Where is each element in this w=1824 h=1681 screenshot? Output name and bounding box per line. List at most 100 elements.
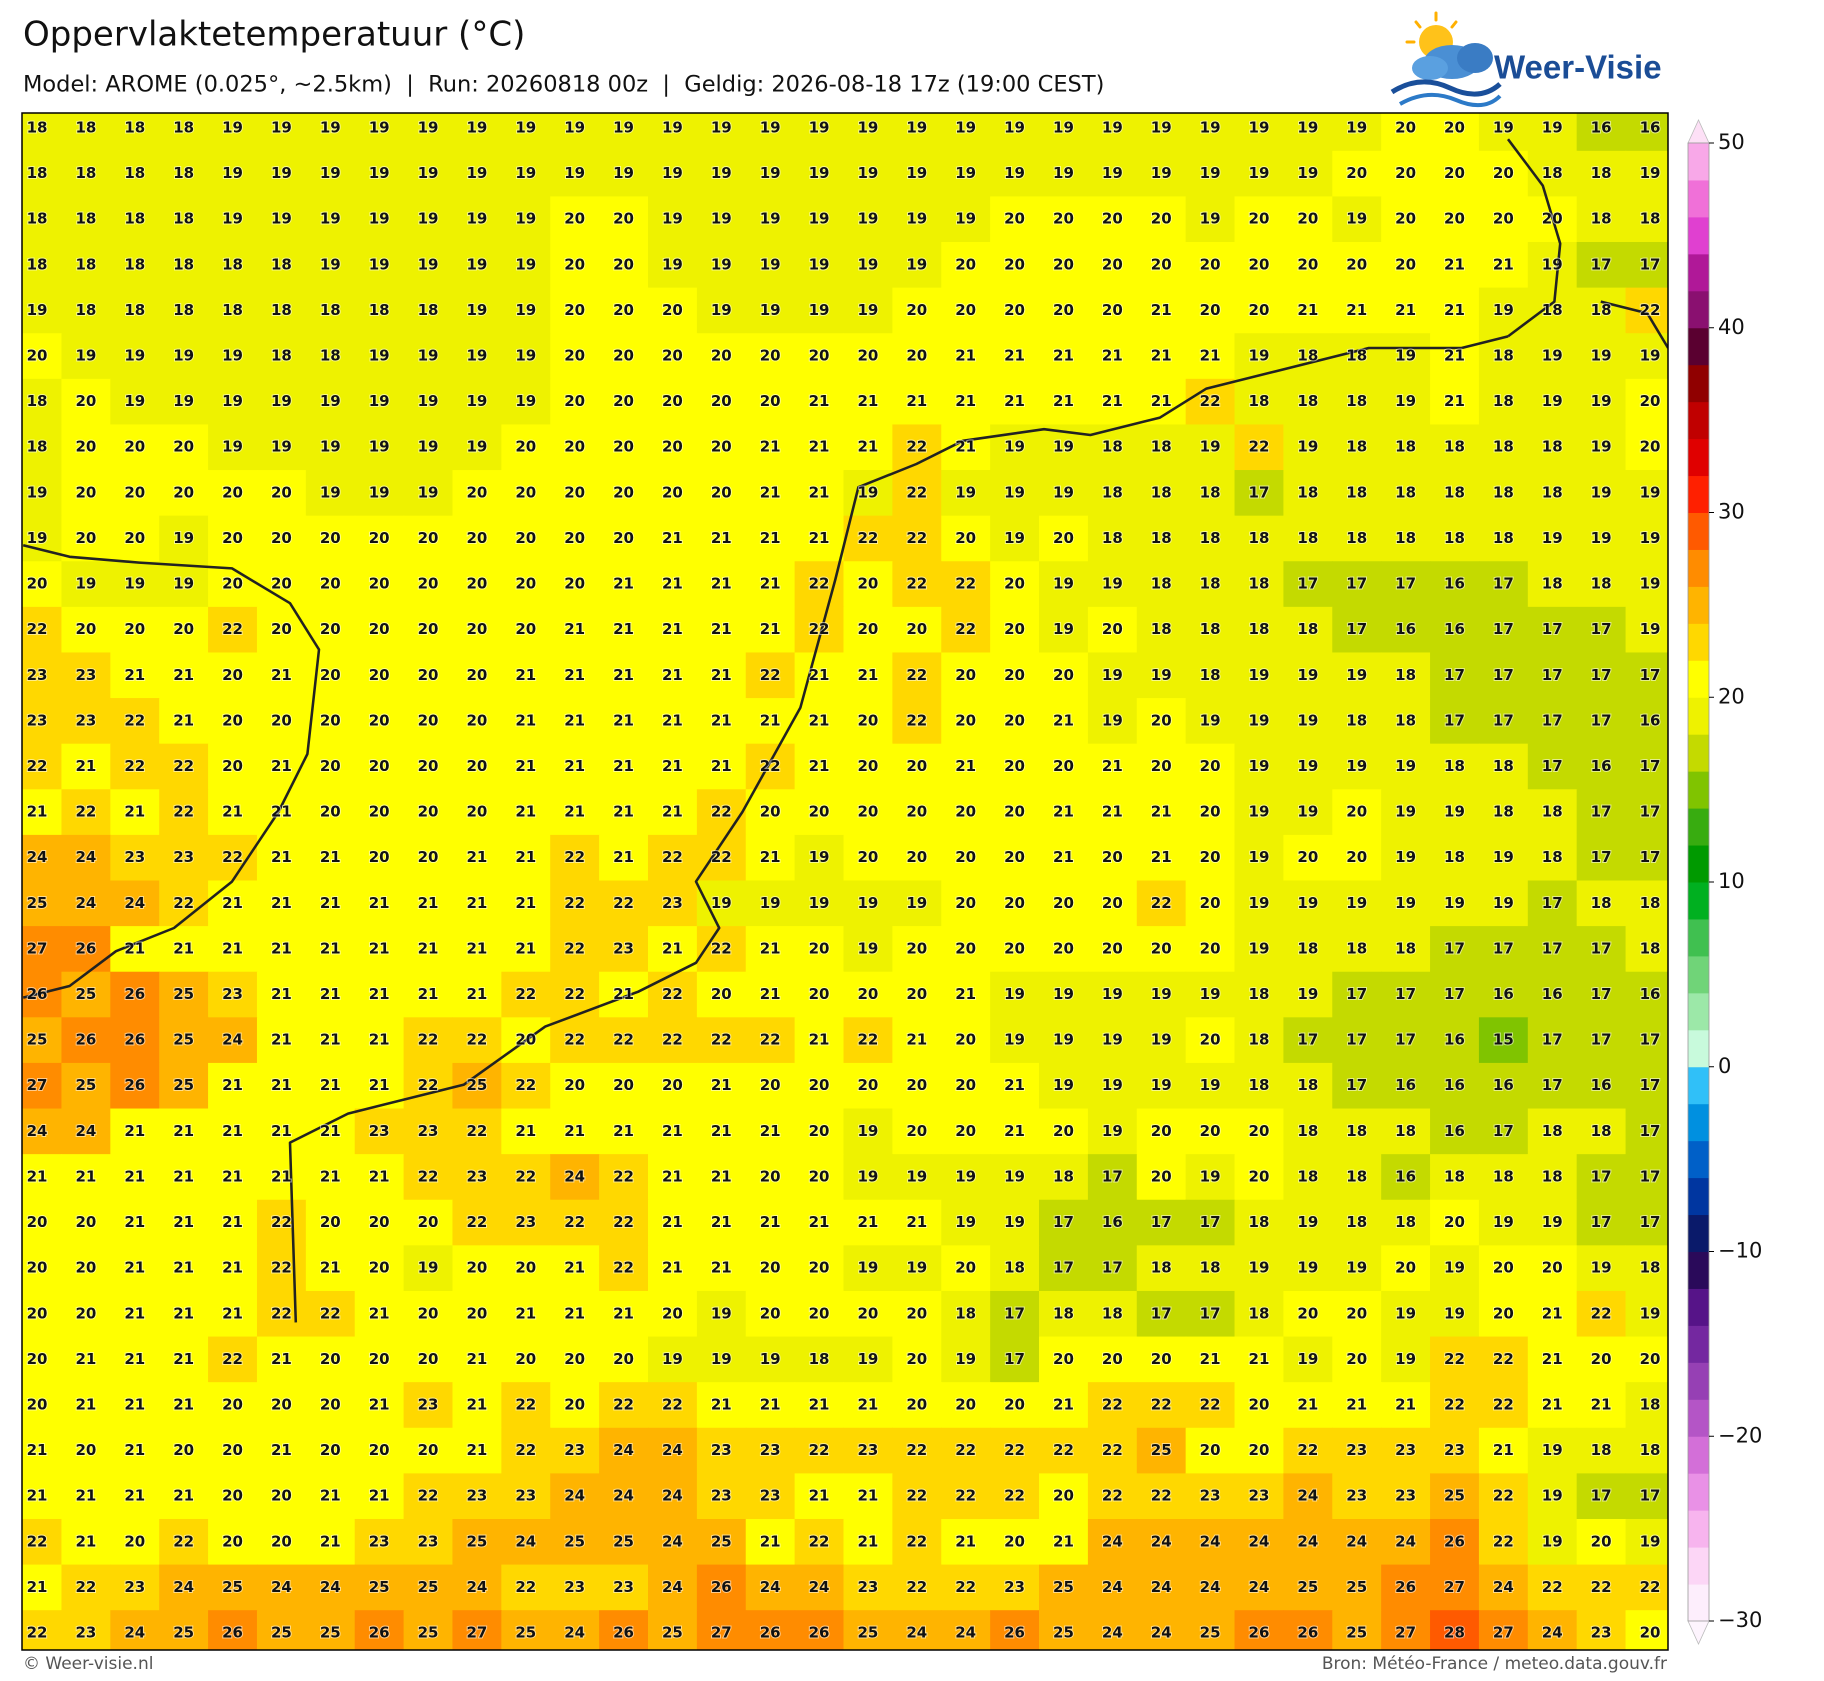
temperature-cell <box>843 1199 893 1246</box>
temperature-label: 20 <box>1102 210 1123 228</box>
temperature-label: 21 <box>75 1395 96 1413</box>
temperature-cell <box>354 1382 405 1429</box>
temperature-label: 20 <box>222 1441 243 1459</box>
temperature-cell <box>403 1518 454 1566</box>
temperature-cell <box>159 789 209 836</box>
temperature-label: 20 <box>1004 1532 1025 1550</box>
temperature-cell <box>403 1154 454 1201</box>
temperature-label: 20 <box>515 575 536 593</box>
temperature-cell <box>1136 470 1187 517</box>
temperature-cell <box>1527 470 1578 517</box>
temperature-cell <box>1381 242 1431 289</box>
temperature-cell <box>550 926 600 973</box>
colorbar-band <box>1688 918 1709 957</box>
temperature-label: 24 <box>320 1578 341 1596</box>
temperature-cell <box>208 698 258 745</box>
temperature-label: 19 <box>858 210 879 228</box>
temperature-label: 19 <box>1200 1076 1221 1094</box>
temperature-label: 24 <box>222 1031 243 1049</box>
temperature-label: 20 <box>515 1350 536 1368</box>
temperature-label: 21 <box>613 757 634 775</box>
temperature-label: 19 <box>466 392 487 410</box>
temperature-label: 16 <box>1591 1076 1612 1094</box>
temperature-cell <box>110 1473 160 1520</box>
temperature-label: 18 <box>1249 1076 1270 1094</box>
temperature-label: 20 <box>320 1395 341 1413</box>
temperature-cell <box>403 196 454 243</box>
temperature-label: 21 <box>369 1167 390 1185</box>
temperature-cell <box>550 1473 600 1520</box>
temperature-cell <box>22 1017 63 1064</box>
temperature-cell <box>1527 378 1578 426</box>
temperature-label: 19 <box>711 1350 732 1368</box>
temperature-label: 19 <box>760 119 781 137</box>
temperature-label: 21 <box>1053 392 1074 410</box>
temperature-label: 22 <box>858 529 879 547</box>
temperature-cell <box>159 113 209 152</box>
temperature-label: 21 <box>466 985 487 1003</box>
temperature-cell <box>1136 1017 1187 1064</box>
temperature-label: 19 <box>1493 1213 1514 1231</box>
temperature-label: 17 <box>1346 1076 1367 1094</box>
temperature-label: 17 <box>1640 1031 1661 1049</box>
temperature-label: 20 <box>1297 210 1318 228</box>
temperature-label: 18 <box>1249 392 1270 410</box>
temperature-cell <box>305 1336 356 1383</box>
temperature-cell <box>110 150 160 198</box>
colorbar-band <box>1688 1251 1709 1289</box>
temperature-cell <box>1234 834 1285 882</box>
temperature-cell <box>794 743 845 790</box>
temperature-cell <box>1185 1518 1236 1566</box>
temperature-label: 21 <box>466 848 487 866</box>
temperature-cell <box>1576 287 1627 334</box>
temperature-cell <box>647 743 698 790</box>
temperature-label: 24 <box>613 1441 634 1459</box>
temperature-cell <box>1283 1199 1333 1246</box>
temperature-label: 24 <box>75 1122 96 1140</box>
temperature-cell <box>1234 926 1285 973</box>
temperature-cell <box>354 971 405 1018</box>
temperature-label: 19 <box>955 210 976 228</box>
temperature-cell <box>305 606 356 654</box>
temperature-cell <box>892 470 942 517</box>
temperature-label: 18 <box>27 164 48 182</box>
temperature-cell <box>647 1290 698 1338</box>
temperature-cell <box>941 470 991 517</box>
temperature-label: 20 <box>1200 1441 1221 1459</box>
temperature-label: 23 <box>858 1441 879 1459</box>
temperature-label: 21 <box>271 939 292 957</box>
temperature-cell <box>1039 789 1089 836</box>
temperature-label: 20 <box>1346 803 1367 821</box>
temperature-label: 21 <box>613 575 634 593</box>
temperature-cell <box>1576 150 1627 198</box>
temperature-cell <box>159 1473 209 1520</box>
colorbar-band <box>1688 290 1709 329</box>
temperature-label: 21 <box>906 1213 927 1231</box>
temperature-label: 23 <box>760 1487 781 1505</box>
temperature-label: 18 <box>222 255 243 273</box>
temperature-label: 18 <box>75 164 96 182</box>
temperature-cell <box>794 1382 845 1429</box>
temperature-label: 20 <box>1249 1167 1270 1185</box>
temperature-label: 20 <box>760 347 781 365</box>
temperature-cell <box>1136 333 1187 380</box>
temperature-cell <box>892 1154 942 1201</box>
temperature-cell <box>1625 880 1668 927</box>
temperature-cell <box>305 1382 356 1429</box>
temperature-label: 25 <box>173 985 194 1003</box>
temperature-label: 21 <box>809 757 830 775</box>
temperature-cell <box>1283 652 1333 699</box>
temperature-cell <box>794 1473 845 1520</box>
temperature-cell <box>1136 1382 1187 1429</box>
temperature-cell <box>1625 1108 1668 1155</box>
temperature-label: 20 <box>369 529 390 547</box>
temperature-cell <box>1527 1610 1578 1650</box>
temperature-label: 20 <box>1395 1259 1416 1277</box>
temperature-cell <box>647 652 698 699</box>
footer-left: © Weer-visie.nl <box>23 1654 153 1674</box>
map-frame <box>21 112 1669 1651</box>
temperature-cell <box>843 1017 893 1064</box>
temperature-cell <box>794 789 845 836</box>
temperature-cell <box>1527 150 1578 198</box>
temperature-cell <box>403 606 454 654</box>
